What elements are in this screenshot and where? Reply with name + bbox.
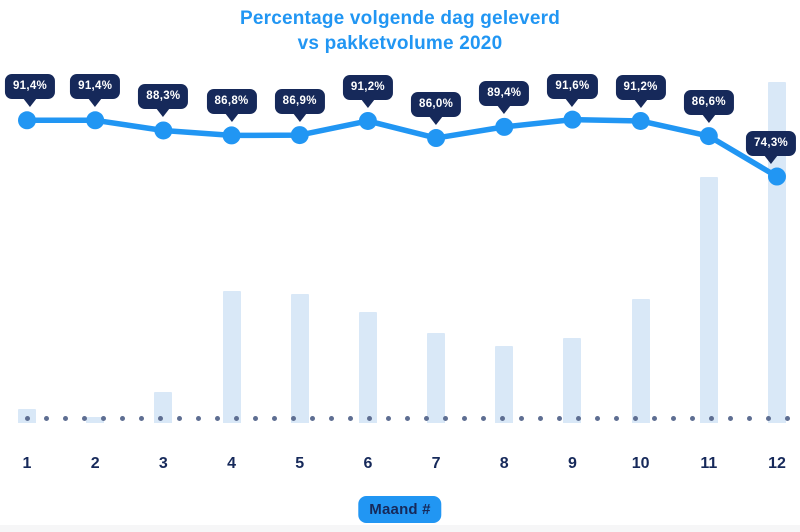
baseline-dot — [347, 415, 353, 421]
x-tick-label: 7 — [431, 455, 441, 472]
baseline-dot — [689, 415, 695, 421]
baseline-dot — [613, 415, 619, 421]
volume-bar[interactable] — [427, 332, 446, 423]
x-tick-label: 1 — [22, 455, 32, 472]
baseline-dot — [404, 415, 410, 421]
x-tick-label: 11 — [700, 455, 718, 472]
baseline-dot — [708, 415, 714, 421]
baseline-dot — [575, 415, 581, 421]
baseline-dot — [138, 415, 144, 421]
value-tooltip: 89,4% — [479, 80, 530, 106]
value-tooltip: 91,4% — [70, 74, 121, 100]
baseline-dot — [727, 415, 733, 421]
baseline-dot — [157, 415, 163, 421]
baseline-dot — [746, 415, 752, 421]
baseline-dot — [100, 415, 106, 421]
baseline-dot — [62, 415, 68, 421]
x-tick-label: 10 — [631, 455, 650, 472]
chart-title: Percentage volgende dag geleverd vs pakk… — [0, 6, 800, 56]
value-tooltip: 74,3% — [745, 130, 797, 156]
bottom-strip — [0, 525, 800, 532]
x-tick-label: 4 — [227, 455, 236, 472]
baseline-dot — [309, 415, 315, 421]
baseline-dot — [24, 415, 30, 421]
baseline-dot — [271, 415, 277, 421]
value-tooltip: 91,2% — [615, 74, 666, 100]
volume-bar[interactable] — [154, 391, 173, 423]
baseline-dot — [43, 415, 49, 421]
baseline-dot — [670, 415, 676, 421]
chart-title-line1: Percentage volgende dag geleverd — [239, 8, 560, 29]
line-point[interactable] — [631, 111, 650, 130]
baseline-dot — [518, 415, 524, 421]
value-tooltip: 86,6% — [683, 90, 734, 116]
x-axis-title-badge[interactable]: Maand # — [358, 496, 442, 523]
chart-title-line2: vs pakketvolume 2020 — [297, 33, 503, 54]
line-point[interactable] — [18, 111, 36, 130]
line-point[interactable] — [699, 127, 718, 146]
baseline-dot — [537, 415, 543, 421]
delivery-line — [24, 116, 780, 180]
value-tooltip: 88,3% — [138, 84, 189, 110]
line-point[interactable] — [222, 126, 241, 145]
x-tick-label: 12 — [768, 455, 786, 472]
baseline-dot — [81, 415, 87, 421]
baseline-dot — [119, 415, 125, 421]
value-tooltip: 91,2% — [342, 74, 393, 100]
line-point[interactable] — [495, 117, 514, 136]
volume-bar[interactable] — [563, 338, 582, 423]
baseline-dot — [195, 415, 201, 421]
baseline-dot — [594, 415, 600, 421]
volume-bar[interactable] — [358, 311, 377, 423]
line-point[interactable] — [154, 121, 173, 140]
value-tooltip: 91,4% — [4, 74, 56, 100]
volume-bar[interactable] — [699, 177, 718, 423]
baseline-dot — [442, 415, 448, 421]
line-point[interactable] — [427, 129, 446, 148]
baseline-dot — [423, 415, 429, 421]
line-point[interactable] — [767, 167, 786, 186]
x-tick-label: 5 — [295, 455, 305, 472]
volume-bar[interactable] — [495, 345, 514, 423]
baseline-dot — [784, 415, 790, 421]
baseline-dot — [480, 415, 486, 421]
baseline-dot — [556, 415, 562, 421]
volume-bar[interactable] — [222, 291, 241, 423]
baseline-dot — [252, 415, 258, 421]
baseline-dot — [214, 415, 220, 421]
baseline-dot — [366, 415, 372, 421]
value-tooltip: 86,8% — [206, 89, 257, 115]
value-tooltip: 91,6% — [547, 73, 598, 99]
baseline-dot — [461, 415, 467, 421]
baseline-dot — [632, 415, 638, 421]
x-tick-label: 9 — [567, 455, 577, 472]
x-tick-label: 8 — [499, 455, 509, 472]
line-point[interactable] — [86, 111, 105, 130]
line-point[interactable] — [563, 110, 582, 129]
baseline-dot — [385, 415, 391, 421]
baseline-dot — [499, 415, 505, 421]
x-tick-label: 6 — [363, 455, 373, 472]
baseline-dot — [765, 415, 771, 421]
x-tick-label: 3 — [158, 455, 168, 472]
x-tick-label: 2 — [90, 455, 100, 472]
volume-bar[interactable] — [631, 298, 650, 423]
volume-bar[interactable] — [86, 416, 105, 423]
baseline-dot — [328, 415, 334, 421]
value-tooltip: 86,9% — [274, 89, 325, 115]
baseline-dot — [176, 415, 182, 421]
line-point[interactable] — [358, 111, 377, 130]
baseline-dot — [651, 415, 657, 421]
value-tooltip: 86,0% — [411, 92, 462, 118]
volume-bar[interactable] — [290, 294, 309, 423]
volume-bar[interactable] — [767, 82, 786, 423]
baseline-dot — [290, 415, 296, 421]
line-point[interactable] — [290, 126, 309, 145]
baseline-dot — [233, 415, 239, 421]
